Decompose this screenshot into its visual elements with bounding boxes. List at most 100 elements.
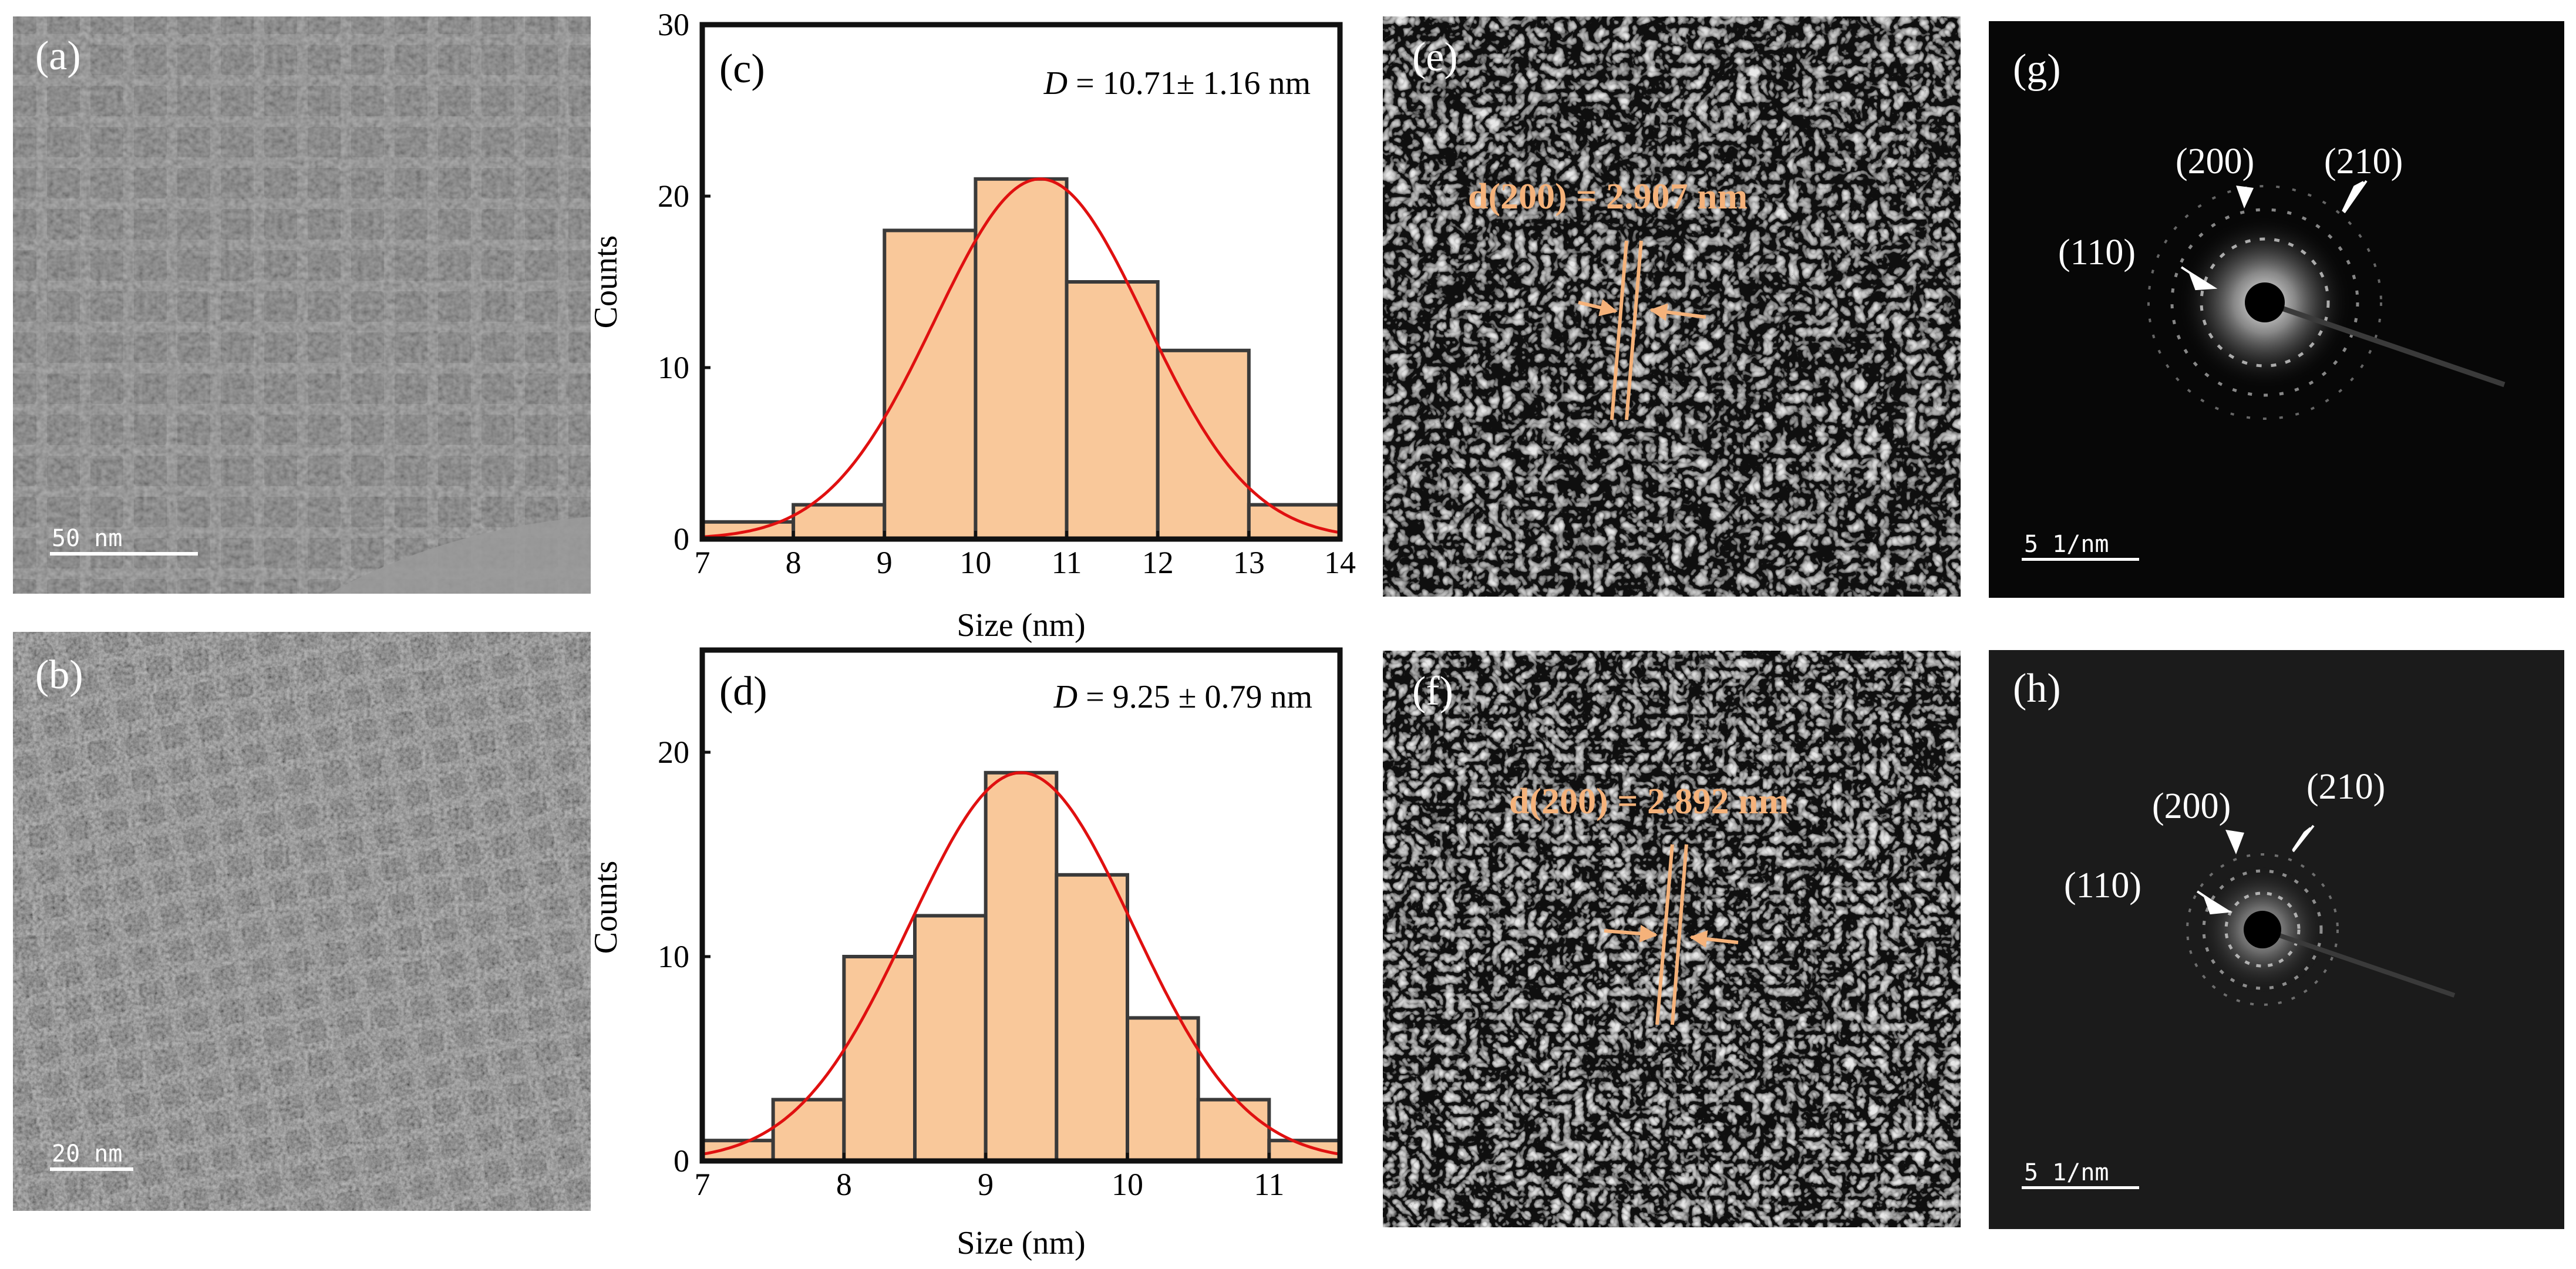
scale-bar-label-h: 5 1/nm: [2024, 1159, 2109, 1186]
panel-b: (b) 20 nm: [13, 632, 591, 1211]
plot-frame-c: [699, 22, 1343, 542]
ticks-c: 7 8 9 10 11 12 13 14 0 10 20 30: [658, 7, 1356, 580]
ring-label-200-g: (200): [2176, 142, 2254, 181]
gaussian-fit-d: [702, 771, 1341, 1156]
panel-e: (e) d(200) = 2.907 nm: [1383, 16, 1961, 597]
y-tick-label-d-0: 0: [674, 1143, 689, 1179]
beam-stop-h: [2261, 927, 2456, 998]
x-tick-label-d-3: 10: [1112, 1167, 1143, 1202]
fit-annotation-d: D = 9.25 ± 0.79 nm: [1053, 679, 1312, 715]
bar-c-3: [974, 177, 1069, 541]
bar-d-5: [1055, 873, 1130, 1163]
y-tick-label-c-2: 20: [658, 179, 689, 214]
bar-c-4: [1065, 280, 1160, 541]
ring-label-110-g: (110): [2058, 233, 2136, 272]
arrow-110-g: [2180, 266, 2218, 291]
ring-110-h: [2224, 891, 2301, 968]
bars-c: [701, 177, 1342, 541]
x-tick-label-c-7: 14: [1324, 545, 1356, 580]
ticks-d: 7 8 9 10 11 0 10 20: [658, 735, 1284, 1202]
x-axis-label-d: Size (nm): [957, 1225, 1085, 1261]
substrate-region-a: [329, 517, 591, 594]
arrow-210-h: [2292, 824, 2315, 853]
ring-200-g: [2170, 208, 2359, 397]
y-axis-label-c: Counts: [588, 235, 624, 329]
gaussian-fit-c: [702, 177, 1341, 538]
arrow-200-g: [2236, 186, 2254, 208]
y-tick-label-d-1: 10: [658, 939, 689, 974]
bar-d-6: [1126, 1016, 1200, 1163]
ring-label-210-g: (210): [2324, 142, 2403, 181]
scale-bar-b: [50, 1167, 133, 1171]
noise-b: [13, 632, 591, 1211]
central-spot-h: [2244, 911, 2281, 948]
lattice-line-f2: [1671, 844, 1688, 1025]
ring-210-g: [2147, 185, 2382, 420]
scale-bar-g: [2022, 558, 2139, 561]
panel-h: (h) (200) (210) (110) 5 1/nm: [1989, 650, 2564, 1229]
x-tick-label-c-2: 9: [877, 545, 893, 580]
noise-a: [13, 16, 591, 594]
bar-c-2: [883, 228, 978, 541]
arrow-left-f: [1604, 924, 1658, 943]
x-tick-label-c-1: 8: [786, 545, 802, 580]
panel-label-g: (g): [2013, 46, 2061, 92]
bar-d-3: [913, 914, 988, 1163]
lattice-line-e1: [1610, 240, 1628, 420]
x-tick-label-d-2: 9: [978, 1167, 994, 1202]
x-tick-label-c-4: 11: [1052, 545, 1082, 580]
ring-label-110-h: (110): [2064, 866, 2141, 906]
y-tick-label-c-0: 0: [674, 521, 689, 557]
bar-d-2: [842, 955, 917, 1163]
arrow-left-e: [1578, 299, 1618, 317]
panel-label-a: (a): [35, 33, 81, 79]
ring-200-h: [2202, 869, 2323, 990]
arrow-right-f: [1689, 930, 1739, 948]
scale-bar-label-a: 50 nm: [52, 525, 122, 552]
y-tick-label-c-3: 30: [658, 7, 689, 42]
scale-bar-h: [2022, 1186, 2139, 1189]
panel-label-c: (c): [719, 46, 765, 92]
ring-110-g: [2200, 237, 2330, 368]
scale-bar-label-g: 5 1/nm: [2024, 531, 2109, 558]
x-tick-label-c-3: 10: [959, 545, 991, 580]
d-spacing-label-f: d(200) = 2.892 nm: [1509, 782, 1789, 822]
lattice-texture-e: [1383, 16, 1961, 597]
panel-label-b: (b): [35, 652, 83, 698]
x-tick-label-c-0: 7: [695, 545, 710, 580]
panel-a: (a) 50 nm: [13, 16, 591, 594]
histogram-d: 7 8 9 10 11 0 10 20 (d) D = 9.25 ± 0.79 nm Size…: [588, 647, 1343, 1261]
lattice-line-f1: [1655, 844, 1674, 1025]
panel-label-f: (f): [1412, 669, 1453, 714]
arrow-200-h: [2225, 830, 2244, 854]
central-spot-g: [2245, 282, 2285, 322]
annotation-value-d: = 9.25 ± 0.79 nm: [1077, 679, 1312, 715]
beam-stop-g: [2264, 299, 2506, 388]
bar-d-7: [1196, 1098, 1271, 1163]
plot-frame-d: [699, 647, 1343, 1164]
y-tick-label-d-2: 20: [658, 735, 689, 770]
lattice-texture-f: [1383, 651, 1961, 1227]
y-tick-label-c-1: 10: [658, 350, 689, 385]
panel-label-d: (d): [719, 669, 767, 714]
panel-f: (f) d(200) = 2.892 nm: [1383, 651, 1961, 1227]
scale-bar-a: [50, 552, 198, 556]
bar-d-4: [984, 770, 1059, 1163]
bar-c-5: [1156, 348, 1251, 541]
x-axis-label-c: Size (nm): [957, 607, 1085, 644]
panel-label-h: (h): [2013, 666, 2061, 711]
x-tick-label-c-6: 13: [1233, 545, 1265, 580]
fit-annotation-c: D = 10.71± 1.16 nm: [1043, 65, 1311, 102]
histogram-c: 7 8 9 10 11 12 13 14 0 10 20 30 (c) D = 10.71± 1.16…: [588, 7, 1356, 644]
x-tick-label-d-0: 7: [695, 1167, 710, 1202]
ring-210-h: [2186, 853, 2339, 1006]
x-tick-label-d-4: 11: [1254, 1167, 1284, 1202]
arrow-210-g: [2342, 180, 2368, 214]
panel-g: (g) (200) (210) (110) 5 1/nm: [1989, 21, 2564, 598]
lattice-line-e2: [1625, 240, 1643, 420]
ring-label-210-h: (210): [2306, 767, 2385, 807]
annotation-value-c: = 10.71± 1.16 nm: [1068, 65, 1311, 102]
y-axis-label-d: Counts: [588, 861, 624, 954]
